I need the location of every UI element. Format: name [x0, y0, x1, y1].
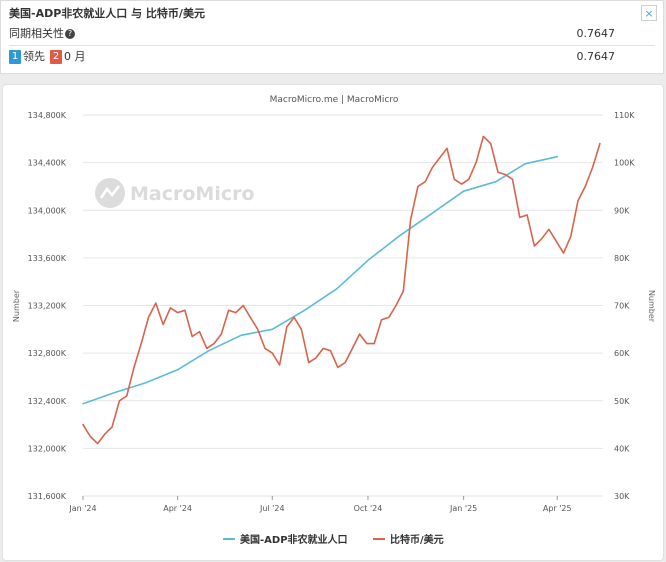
- right-tick-label: 70K: [614, 302, 630, 311]
- left-tick-label: 134,000K: [28, 206, 67, 215]
- series-line-1[interactable]: [82, 155, 558, 405]
- right-tick-label: 100K: [614, 159, 635, 168]
- right-tick-label: 30K: [614, 492, 630, 501]
- watermark: MacroMicro: [95, 178, 255, 208]
- left-tick-label: 134,800K: [28, 111, 67, 120]
- panel-title: 美国-ADP非农就业人口 与 比特币/美元: [9, 7, 205, 20]
- right-tick-label: 110K: [614, 111, 635, 120]
- left-tick-label: 133,200K: [28, 302, 67, 311]
- x-tick-label: Apr '24: [163, 504, 192, 513]
- right-tick-label: 50K: [614, 397, 630, 406]
- grid-lines: [83, 114, 603, 497]
- x-tick-label: Jan '24: [68, 504, 96, 513]
- lead-row: 1 领先 2 0 月 0.7647: [9, 47, 655, 67]
- x-axis-ticks: Jan '24 Apr '24 Jul '24 Oct '24 Jan '25 Apr '…: [68, 496, 572, 513]
- watermark-logo-mark: [99, 185, 120, 199]
- chart-title: MacroMicro.me | MacroMicro: [270, 95, 399, 105]
- legend-item[interactable]: 比特币/美元: [390, 533, 444, 546]
- right-tick-label: 90K: [614, 206, 630, 215]
- x-tick-label: Apr '25: [543, 504, 572, 513]
- series-lines: [82, 135, 601, 445]
- watermark-text: MacroMicro: [130, 183, 255, 205]
- legend: 美国-ADP非农就业人口 比特币/美元: [223, 533, 444, 546]
- left-tick-label: 132,000K: [28, 444, 67, 453]
- right-tick-label: 80K: [614, 254, 630, 263]
- row-divider: [9, 45, 655, 46]
- left-tick-label: 133,600K: [28, 254, 67, 263]
- lead-correlation-value: 0.7647: [576, 50, 616, 63]
- left-axis-title: Number: [12, 289, 21, 322]
- right-axis-title: Number: [647, 290, 656, 323]
- correlation-value: 0.7647: [576, 27, 616, 40]
- series-line-2[interactable]: [82, 135, 601, 445]
- left-tick-label: 132,800K: [28, 349, 67, 358]
- close-button[interactable]: ×: [641, 5, 657, 21]
- x-tick-label: Jul '24: [259, 504, 285, 513]
- chart-card: MacroMicro MacroMicro.me | MacroMicro 13…: [2, 84, 664, 561]
- correlation-row: 同期相关性? 0.7647: [9, 24, 655, 44]
- help-icon[interactable]: ?: [65, 29, 75, 39]
- correlation-label: 同期相关性: [9, 27, 64, 40]
- left-axis-ticks: 131,600K 132,000K 132,400K 132,800K 133,200K…: [28, 111, 67, 501]
- left-tick-label: 131,600K: [28, 492, 67, 501]
- lag-series-badge: 2: [50, 50, 62, 64]
- x-tick-label: Oct '24: [354, 504, 383, 513]
- left-tick-label: 132,400K: [28, 397, 67, 406]
- right-axis-ticks: 30K 40K 50K 60K 70K 80K 90K 100K 110K: [614, 111, 635, 501]
- lead-months[interactable]: 0 月: [64, 50, 86, 63]
- line-chart: MacroMicro MacroMicro.me | MacroMicro 13…: [12, 95, 656, 546]
- x-tick-label: Jan '25: [449, 504, 477, 513]
- lead-label: 领先: [23, 50, 45, 63]
- left-tick-label: 134,400K: [28, 159, 67, 168]
- lead-series-badge: 1: [9, 50, 21, 64]
- right-tick-label: 40K: [614, 444, 630, 453]
- right-tick-label: 60K: [614, 349, 630, 358]
- legend-item[interactable]: 美国-ADP非农就业人口: [240, 533, 348, 546]
